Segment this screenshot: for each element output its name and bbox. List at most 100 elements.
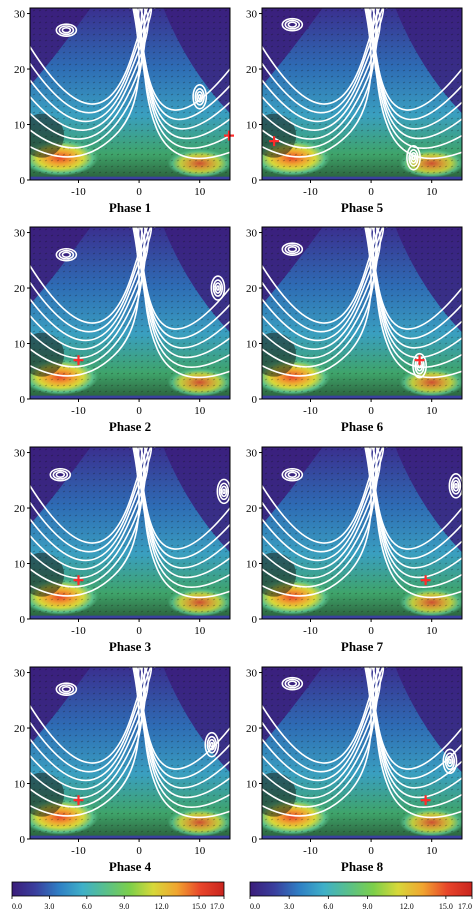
colorbar-tick-label: 3.0 — [284, 902, 294, 911]
vortex-upper — [55, 247, 78, 262]
panel-frame — [261, 226, 463, 400]
panel-7: 0 10 20 30 -10 0 10 Phase 7 — [246, 446, 463, 654]
position-marker — [420, 575, 431, 586]
x-tick-label: 0 — [136, 845, 142, 857]
colorbar-tick-label: 9.0 — [119, 902, 129, 911]
vortex-upper — [287, 471, 298, 478]
vortex-right — [209, 741, 214, 748]
vortex-upper — [49, 467, 72, 482]
panel-field — [262, 8, 462, 180]
panel-field — [30, 667, 230, 839]
panel-field — [262, 667, 462, 839]
dark-region — [30, 772, 65, 817]
y-tick-label: 30 — [246, 668, 258, 680]
x-tick-label: 10 — [426, 186, 438, 198]
colorbar-1: 0.0 3.0 6.0 9.0 12.0 15.0 17.0 — [11, 881, 225, 911]
colorbar-tick-label: 12.0 — [400, 902, 414, 911]
panel-frame — [261, 666, 463, 840]
panel-frame — [29, 666, 231, 840]
dark-region — [262, 113, 297, 158]
vortex-upper — [61, 685, 72, 693]
colorbar-tick-label: 17.0 — [458, 902, 472, 911]
vortex-upper — [58, 684, 75, 695]
vortex-upper — [281, 17, 304, 32]
panel-label: Phase 7 — [341, 639, 384, 654]
vortex-right — [212, 279, 224, 297]
y-tick-label: 20 — [246, 503, 258, 515]
vortex-right — [204, 731, 220, 758]
vortex-right — [454, 483, 458, 489]
x-tick-label: -10 — [303, 625, 318, 637]
panel-frame — [261, 446, 463, 620]
low-wind-region — [30, 447, 91, 525]
x-tick-label: 0 — [368, 405, 374, 417]
x-tick-label: 10 — [426, 625, 438, 637]
vortex-right — [447, 758, 452, 765]
surface-strip — [262, 615, 462, 619]
panel-5: 0 10 20 30 -10 0 10 Phase 5 — [246, 7, 463, 215]
streamlines — [30, 8, 230, 160]
y-tick-label: 30 — [246, 228, 258, 240]
vortex-right — [412, 352, 427, 379]
position-marker — [73, 355, 84, 366]
x-tick-label: 10 — [426, 845, 438, 857]
vortex-upper — [284, 678, 301, 689]
vortex-upper — [287, 21, 298, 28]
surface-strip — [262, 176, 462, 180]
y-tick-label: 20 — [14, 503, 26, 515]
y-tick-label: 30 — [246, 448, 258, 460]
y-tick-label: 0 — [20, 614, 26, 626]
vortex-upper — [61, 26, 72, 34]
y-tick-label: 10 — [14, 339, 26, 351]
x-tick-label: 0 — [368, 625, 374, 637]
x-tick-label: 0 — [136, 405, 142, 417]
vortex-right — [450, 477, 462, 495]
y-tick-label: 10 — [246, 339, 258, 351]
streamlines — [262, 667, 462, 819]
vortex-right — [222, 488, 226, 495]
vortex-upper — [284, 469, 301, 480]
y-tick-label: 0 — [20, 834, 26, 846]
surface-strip — [262, 835, 462, 839]
y-tick-label: 10 — [14, 120, 26, 132]
vortex-right — [442, 748, 458, 775]
vortex-right — [411, 155, 416, 161]
vortex-upper — [55, 471, 66, 478]
vortex-upper — [281, 676, 304, 691]
y-tick-label: 10 — [246, 779, 258, 791]
vortex-upper — [281, 467, 304, 482]
position-marker — [269, 136, 280, 147]
x-tick-label: -10 — [71, 625, 86, 637]
dark-region — [30, 113, 65, 158]
vortex-right — [206, 735, 218, 754]
low-wind-region — [262, 667, 323, 745]
x-tick-label: 10 — [194, 625, 206, 637]
vortex-upper — [284, 244, 301, 255]
y-tick-label: 10 — [246, 559, 258, 571]
dark-region — [262, 772, 297, 817]
surface-strip — [262, 395, 462, 399]
colorbar-tick-label: 17.0 — [210, 902, 224, 911]
colorbar-tick-label: 15.0 — [439, 902, 453, 911]
y-tick-label: 0 — [20, 394, 26, 406]
panel-field — [262, 447, 462, 619]
panel-frame — [29, 7, 231, 181]
y-tick-label: 20 — [14, 64, 26, 76]
panel-label: Phase 4 — [109, 859, 152, 874]
vortex-upper — [287, 245, 298, 253]
y-tick-label: 10 — [14, 559, 26, 571]
y-tick-label: 20 — [14, 283, 26, 295]
panel-2: 0 10 20 30 -10 0 10 Phase 2 — [14, 226, 231, 434]
surface-strip — [30, 395, 230, 399]
y-tick-label: 30 — [14, 9, 26, 21]
dark-region — [262, 552, 297, 597]
dark-region — [262, 332, 297, 377]
y-tick-label: 30 — [246, 9, 258, 21]
colorbar-tick-label: 9.0 — [363, 902, 373, 911]
colorbar-tick-label: 6.0 — [82, 902, 92, 911]
vortex-upper — [55, 23, 78, 37]
vortex-right — [444, 752, 456, 771]
vortex-right — [194, 87, 205, 106]
panel-label: Phase 1 — [109, 200, 151, 215]
position-marker — [420, 795, 431, 806]
